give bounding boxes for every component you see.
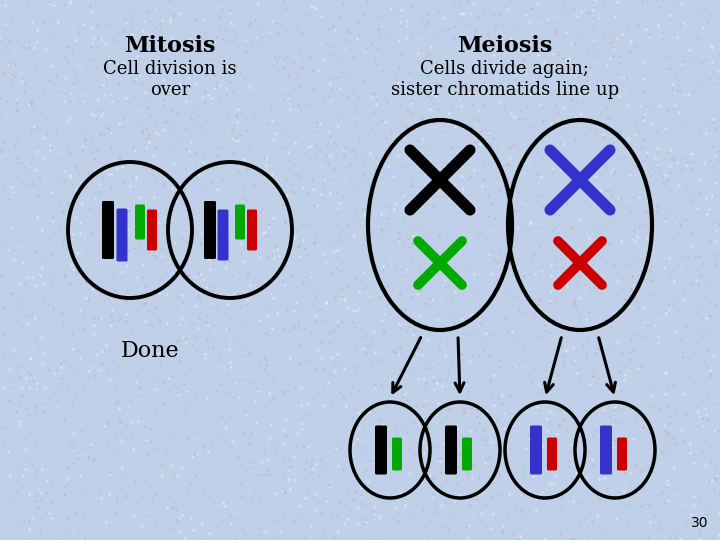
FancyBboxPatch shape [117,208,127,261]
FancyBboxPatch shape [600,426,612,475]
FancyBboxPatch shape [204,201,216,259]
Text: Mitosis: Mitosis [125,35,216,57]
Text: Meiosis: Meiosis [457,35,553,57]
Text: Cells divide again;
sister chromatids line up: Cells divide again; sister chromatids li… [391,60,619,99]
FancyBboxPatch shape [147,210,157,251]
FancyBboxPatch shape [462,437,472,470]
Text: Done: Done [121,340,179,362]
FancyBboxPatch shape [617,437,627,470]
FancyBboxPatch shape [530,426,542,475]
FancyBboxPatch shape [375,426,387,475]
FancyBboxPatch shape [392,437,402,470]
FancyBboxPatch shape [135,205,145,240]
FancyBboxPatch shape [247,210,257,251]
FancyBboxPatch shape [217,210,228,260]
FancyBboxPatch shape [547,437,557,470]
Text: 30: 30 [690,516,708,530]
Text: Cell division is
over: Cell division is over [103,60,237,99]
FancyBboxPatch shape [235,205,245,240]
FancyBboxPatch shape [102,201,114,259]
FancyBboxPatch shape [445,426,457,475]
